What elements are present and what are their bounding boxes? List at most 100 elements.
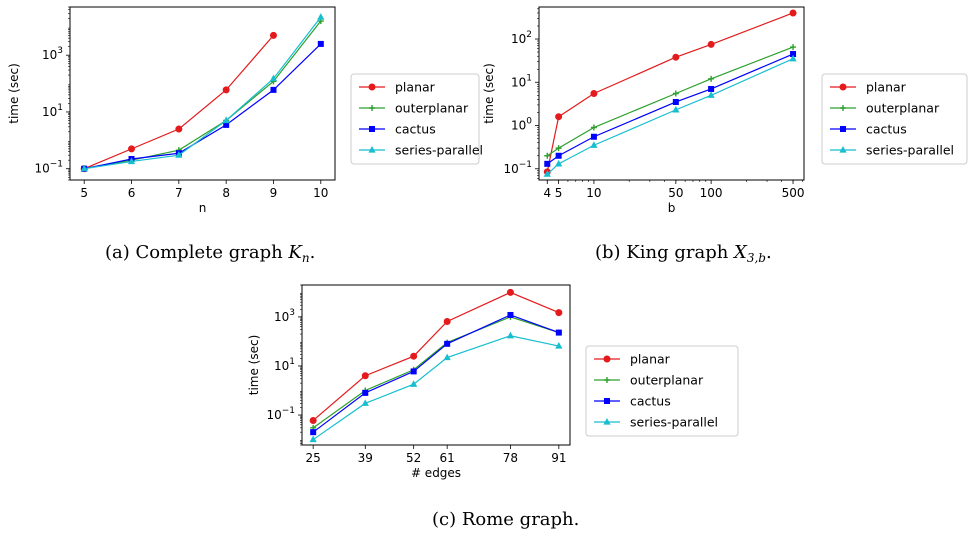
data-point-cactus bbox=[410, 368, 417, 375]
legend-marker-series-parallel bbox=[839, 146, 847, 153]
data-point-series-parallel bbox=[410, 380, 418, 387]
legend-label-cactus: cactus bbox=[395, 122, 436, 137]
legend-label-cactus: cactus bbox=[866, 122, 907, 137]
legend-marker-cactus bbox=[840, 126, 846, 132]
data-point-series-parallel bbox=[555, 159, 563, 167]
x-tick-label: 61 bbox=[440, 451, 455, 465]
y-axis-label: time (sec) bbox=[247, 335, 261, 396]
legend-marker-outerplanar bbox=[840, 105, 846, 111]
panel-complete-graph: 5 6 7 8 9 10 10−1 101 103 n time (sec) planar outerp… bbox=[7, 6, 483, 215]
series-line-outerplanar bbox=[546, 46, 794, 157]
legend-label-outerplanar: outerplanar bbox=[630, 373, 704, 388]
x-tick-label: 7 bbox=[175, 186, 183, 200]
data-point-planar bbox=[555, 309, 563, 317]
x-tick-label: 8 bbox=[222, 186, 230, 200]
data-point-series-parallel bbox=[309, 435, 317, 443]
data-point-cactus bbox=[672, 98, 679, 105]
y-tick-label: 101 bbox=[42, 103, 63, 119]
legend-label-outerplanar: outerplanar bbox=[866, 101, 940, 116]
series-line-cactus bbox=[312, 314, 560, 433]
series-line-planar bbox=[312, 291, 560, 421]
y-tick-label: 10−1 bbox=[266, 406, 295, 422]
data-point-planar bbox=[410, 352, 418, 360]
data-point-series-parallel bbox=[506, 331, 515, 339]
caption-b: (b) King graph X3,b. bbox=[595, 242, 772, 265]
data-point-outerplanar bbox=[790, 44, 797, 51]
y-tick-label: 10−1 bbox=[34, 160, 63, 176]
data-point-cactus bbox=[790, 51, 797, 58]
legend: planar outerplanar cactus series-parallel bbox=[585, 345, 739, 437]
legend-marker-planar bbox=[368, 83, 376, 91]
series-line-cactus bbox=[84, 43, 322, 170]
legend-marker-cactus bbox=[369, 126, 375, 132]
x-axis-label: b bbox=[668, 201, 676, 215]
data-point-cactus bbox=[544, 160, 551, 167]
legend-label-outerplanar: outerplanar bbox=[395, 101, 469, 116]
data-point-planar bbox=[175, 125, 183, 133]
x-tick-label: 4 bbox=[543, 186, 551, 200]
data-point-cactus bbox=[310, 429, 317, 436]
data-point-cactus bbox=[317, 40, 324, 47]
data-point-cactus bbox=[708, 85, 715, 92]
legend-box bbox=[585, 345, 739, 437]
caption-a: (a) Complete graph Kn. bbox=[105, 242, 315, 265]
legend-marker-series-parallel bbox=[603, 418, 611, 425]
x-tick-label: 500 bbox=[782, 186, 805, 200]
legend-label-planar: planar bbox=[866, 80, 907, 95]
x-tick-label: 10 bbox=[313, 186, 328, 200]
x-tick-label: 78 bbox=[503, 451, 518, 465]
x-tick-label: 91 bbox=[551, 451, 566, 465]
data-point-series-parallel bbox=[543, 170, 551, 177]
plot-frame bbox=[538, 6, 805, 181]
series-line-series-parallel bbox=[84, 16, 322, 170]
data-point-series-parallel bbox=[127, 157, 136, 165]
legend-label-series-parallel: series-parallel bbox=[395, 143, 483, 158]
x-tick-label: 52 bbox=[406, 451, 421, 465]
legend-marker-series-parallel bbox=[368, 146, 376, 153]
data-point-cactus bbox=[444, 340, 451, 347]
data-point-cactus bbox=[590, 133, 597, 140]
data-point-series-parallel bbox=[707, 91, 715, 98]
data-point-planar bbox=[555, 113, 563, 121]
data-point-planar bbox=[590, 90, 598, 97]
legend-label-planar: planar bbox=[630, 352, 671, 367]
data-point-cactus bbox=[555, 329, 562, 336]
data-point-planar bbox=[506, 288, 514, 296]
x-tick-label: 5 bbox=[80, 186, 88, 200]
series-line-outerplanar bbox=[312, 316, 560, 429]
data-point-series-parallel bbox=[443, 353, 451, 361]
data-point-cactus bbox=[270, 86, 277, 93]
y-tick-label: 102 bbox=[511, 30, 532, 46]
legend-marker-planar bbox=[603, 355, 611, 363]
y-axis-label: time (sec) bbox=[482, 63, 496, 124]
data-point-planar bbox=[128, 145, 136, 153]
y-tick-label: 10−1 bbox=[503, 160, 532, 176]
x-axis-label: # edges bbox=[411, 466, 461, 480]
data-point-cactus bbox=[507, 311, 514, 318]
plot-frame bbox=[301, 284, 571, 446]
data-point-cactus bbox=[223, 121, 230, 128]
legend-label-cactus: cactus bbox=[630, 394, 671, 409]
x-tick-label: 100 bbox=[700, 186, 723, 200]
x-tick-label: 5 bbox=[555, 186, 563, 200]
data-point-outerplanar bbox=[555, 145, 562, 152]
x-tick-label: 50 bbox=[668, 186, 683, 200]
x-tick-label: 10 bbox=[586, 186, 601, 200]
data-point-series-parallel bbox=[789, 54, 797, 62]
y-tick-label: 101 bbox=[274, 357, 295, 373]
series-line-outerplanar bbox=[84, 20, 322, 170]
data-point-planar bbox=[361, 372, 369, 380]
data-point-planar bbox=[672, 53, 680, 61]
y-tick-label: 100 bbox=[511, 117, 532, 133]
data-point-planar bbox=[269, 31, 277, 39]
data-point-outerplanar bbox=[590, 124, 597, 131]
x-axis-label: n bbox=[199, 201, 207, 215]
data-point-planar bbox=[222, 86, 230, 94]
legend-label-series-parallel: series-parallel bbox=[630, 415, 718, 430]
legend-label-series-parallel: series-parallel bbox=[866, 143, 954, 158]
data-point-series-parallel bbox=[80, 164, 88, 172]
x-tick-label: 25 bbox=[306, 451, 321, 465]
series-line-cactus bbox=[546, 53, 794, 165]
data-point-planar bbox=[443, 318, 451, 326]
data-point-series-parallel bbox=[222, 116, 230, 124]
